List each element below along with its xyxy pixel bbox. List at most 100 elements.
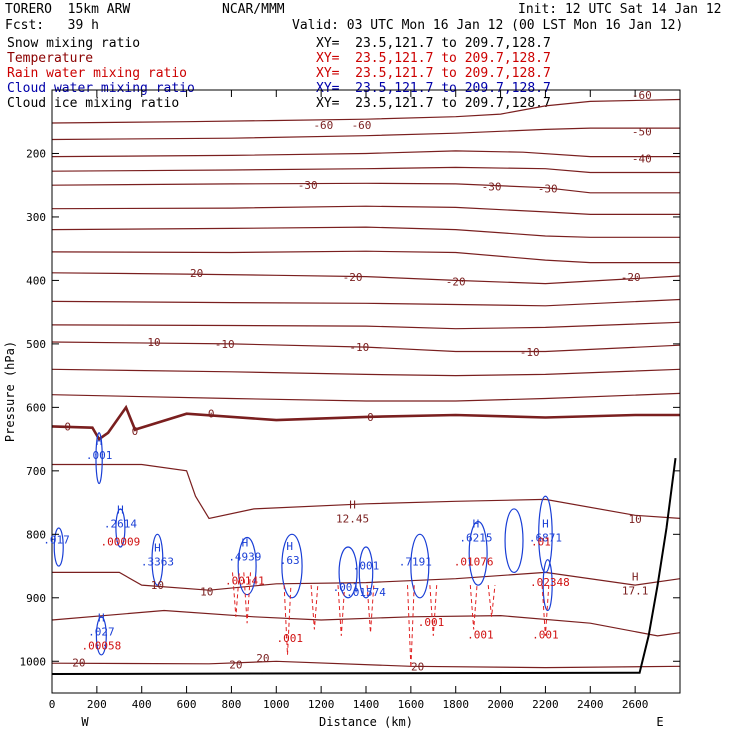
- maximum-value-0: .001: [86, 449, 113, 462]
- x-tick-label-11: 2200: [532, 698, 559, 711]
- title-left: TORERO 15km ARW: [5, 2, 131, 17]
- temperature-label-0: -60: [313, 119, 333, 132]
- maximum-value-4: .3363: [141, 556, 174, 569]
- isotherm-13: [51, 392, 681, 402]
- temperature-label-19: 0: [367, 411, 374, 424]
- maximum-marker-20: H: [98, 612, 105, 625]
- isotherm-3: [51, 166, 680, 174]
- cloud-water-contour-11: [542, 559, 553, 612]
- cloud-water-contour-5: [338, 546, 358, 599]
- maximum-value-11: .01574: [346, 586, 386, 599]
- cloud-water-contour-3: [237, 536, 257, 596]
- isotherm-12: [51, 368, 681, 377]
- y-tick-label-6: 800: [26, 528, 46, 541]
- field-name-0: Snow mixing ratio: [7, 36, 141, 51]
- x-tick-label-7: 1400: [353, 698, 380, 711]
- cloud-water-contour-2: [151, 533, 164, 586]
- x-axis-title: Distance (km): [319, 715, 413, 729]
- cloud-water-contour-6: [358, 546, 374, 599]
- isotherm-5: [51, 205, 680, 215]
- rain-contour-4: [337, 585, 346, 636]
- x-tick-label-4: 800: [221, 698, 241, 711]
- temperature-label-14: -10: [349, 341, 369, 354]
- maximum-value-7: .63: [280, 554, 300, 567]
- init-time: Init: 12 UTC Sat 14 Jan 12: [518, 2, 722, 17]
- maximum-value-13: .001: [418, 616, 445, 629]
- x-tick-label-3: 600: [177, 698, 197, 711]
- y-tick-label-3: 500: [26, 338, 46, 351]
- x-tick-label-5: 1000: [263, 698, 290, 711]
- maximum-marker-16: H: [542, 518, 549, 531]
- cloud-water-contour-1: [115, 508, 126, 548]
- x-tick-label-12: 2400: [577, 698, 604, 711]
- east-label: E: [656, 715, 663, 729]
- isotherm-15: [52, 571, 681, 591]
- maximum-value-2: .00009: [101, 535, 141, 548]
- forecast-hour: Fcst: 39 h: [5, 18, 99, 33]
- rain-contour-0: [232, 572, 240, 617]
- temperature-label-17: 0: [132, 425, 139, 438]
- maximum-value-23: .001: [467, 629, 494, 642]
- isotherm-17: [51, 660, 681, 669]
- y-axis-title: Pressure (hPa): [3, 341, 17, 442]
- temperature-label-16: 0: [64, 420, 71, 433]
- field-name-3: Cloud water mixing ratio: [7, 81, 195, 96]
- temperature-label-11: -20: [621, 271, 641, 284]
- y-tick-label-4: 600: [26, 401, 46, 414]
- isotherm-6: [51, 226, 680, 238]
- maximum-value-9: .001: [353, 560, 380, 573]
- terrain-surface: [51, 457, 677, 675]
- maximum-value-12: .7191: [399, 556, 432, 569]
- temperature-label-9: -20: [343, 271, 363, 284]
- field-xy-4: XY= 23.5,121.7 to 209.7,128.7: [316, 96, 551, 111]
- rain-contour-3: [310, 585, 319, 630]
- cloud-water-contour-0: [95, 432, 103, 485]
- y-tick-label-7: 900: [26, 592, 46, 605]
- y-tick-label-8: 1000: [20, 655, 47, 668]
- cloud-water-contour-9: [504, 508, 524, 573]
- x-tick-label-6: 1200: [308, 698, 335, 711]
- temperature-label-6: -30: [482, 180, 502, 193]
- temperature-label-20: 10: [629, 513, 642, 526]
- maximum-value-1: .2614: [104, 518, 137, 531]
- title-center: NCAR/MMM: [222, 2, 285, 17]
- maximum-marker-0: H: [96, 435, 103, 448]
- y-tick-label-0: 200: [26, 147, 46, 160]
- rain-contour-6: [407, 585, 415, 668]
- temperature-label-5: -30: [298, 179, 318, 192]
- maximum-value-6: .00141: [225, 575, 265, 588]
- maximum-value-24: .001: [532, 629, 559, 642]
- temperature-label-4: -40: [632, 153, 652, 166]
- rain-contour-2: [283, 585, 292, 655]
- maximum-marker-8: H: [349, 499, 356, 512]
- maximum-value-22: .001: [276, 632, 303, 645]
- rain-contour-7: [429, 585, 438, 636]
- x-tick-label-2: 400: [132, 698, 152, 711]
- maximum-value-21: .00058: [81, 639, 121, 652]
- field-name-2: Rain water mixing ratio: [7, 66, 188, 81]
- rain-contour-5: [366, 585, 375, 633]
- isotherm-7: [51, 250, 680, 264]
- y-tick-label-1: 300: [26, 211, 46, 224]
- isotherm-16: [51, 609, 681, 637]
- temperature-label-23: 20: [72, 657, 85, 670]
- isotherm-0: [51, 98, 681, 124]
- temperature-label-25: 20: [256, 652, 269, 665]
- maximum-marker-7: H: [286, 540, 293, 553]
- isotherm-1: [51, 127, 680, 141]
- maximum-marker-19: H: [632, 570, 639, 583]
- cloud-water-contour-4: [281, 533, 303, 599]
- isotherm-2: [51, 150, 680, 158]
- x-tick-label-8: 1600: [398, 698, 425, 711]
- field-name-1: Temperature: [7, 51, 94, 66]
- cloud-water-contour-10: [538, 495, 553, 574]
- maximum-value-18: .02348: [530, 576, 570, 589]
- temperature-label-3: -50: [632, 125, 652, 138]
- temperature-label-1: -60: [352, 119, 372, 132]
- maximum-marker-14: H: [473, 518, 480, 531]
- temperature-label-26: 20: [411, 660, 424, 673]
- maximum-value-20: .027: [88, 626, 115, 639]
- maximum-marker-1: H: [117, 504, 124, 517]
- temperature-label-10: -20: [446, 276, 466, 289]
